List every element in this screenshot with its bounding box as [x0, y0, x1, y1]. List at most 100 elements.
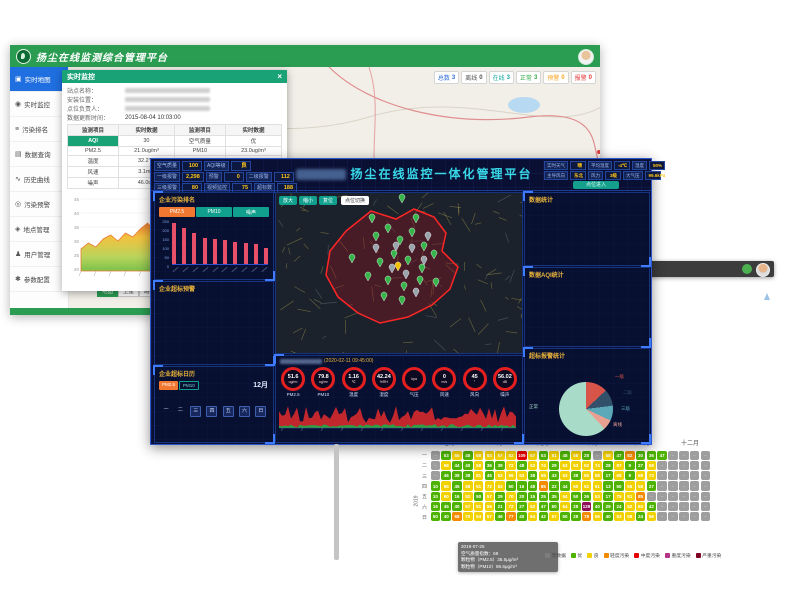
heatmap-cell[interactable]: 40: [603, 512, 613, 522]
heatmap-cell[interactable]: –: [678, 471, 689, 481]
heatmap-cell[interactable]: 53: [560, 460, 570, 470]
heatmap-cell[interactable]: 58: [462, 481, 473, 491]
heatmap-cell[interactable]: –: [430, 460, 441, 470]
heatmap-cell[interactable]: 52: [462, 491, 473, 501]
heatmap-cell[interactable]: 35: [549, 491, 559, 501]
heatmap-cell[interactable]: 24: [635, 512, 646, 522]
heatmap-cell[interactable]: 109: [516, 450, 527, 460]
heatmap-cell[interactable]: 29: [549, 460, 559, 470]
heatmap-cell[interactable]: –: [678, 491, 689, 501]
heatmap-cell[interactable]: –: [657, 502, 667, 512]
heatmap-cell[interactable]: –: [668, 502, 678, 512]
heatmap-cell[interactable]: 10: [430, 481, 441, 491]
heatmap-cell[interactable]: 39: [495, 460, 505, 470]
heatmap-cell[interactable]: 57: [462, 502, 473, 512]
heatmap-cell[interactable]: 17: [603, 491, 613, 501]
heatmap-cell[interactable]: –: [689, 491, 700, 501]
heatmap-cell[interactable]: 56: [592, 512, 603, 522]
heatmap-cell[interactable]: 50: [614, 481, 624, 491]
heatmap-cell[interactable]: 53: [538, 450, 549, 460]
heatmap-cell[interactable]: 48: [516, 460, 527, 470]
heatmap-cell[interactable]: 47: [657, 450, 667, 460]
heatmap-cell[interactable]: –: [678, 512, 689, 522]
heatmap-cell[interactable]: 51: [473, 481, 484, 491]
heatmap-cell[interactable]: –: [592, 450, 603, 460]
heatmap-cell[interactable]: 58: [603, 450, 613, 460]
heatmap-cell[interactable]: 42: [646, 502, 657, 512]
heatmap-cell[interactable]: 51: [624, 491, 635, 501]
heatmap-cell[interactable]: 38: [570, 471, 581, 481]
heatmap-cell[interactable]: 9: [624, 471, 635, 481]
heatmap-cell[interactable]: –: [668, 450, 678, 460]
heatmap-cell[interactable]: –: [430, 450, 441, 460]
heatmap-cell[interactable]: 28: [603, 460, 613, 470]
heatmap-cell[interactable]: 27: [516, 502, 527, 512]
heatmap-cell[interactable]: 29: [495, 491, 505, 501]
sidebar-item[interactable]: ▣ 实时地图: [10, 67, 68, 92]
heatmap-cell[interactable]: 29: [603, 502, 613, 512]
heatmap-cell[interactable]: –: [689, 512, 700, 522]
close-icon[interactable]: ×: [277, 72, 282, 81]
user-avatar[interactable]: [578, 49, 594, 65]
heatmap-cell[interactable]: 42: [538, 512, 549, 522]
heatmap-cell[interactable]: 55: [581, 471, 592, 481]
heatmap-cell[interactable]: 58: [646, 460, 657, 470]
heatmap-cell[interactable]: 20: [516, 491, 527, 501]
heatmap-cell[interactable]: 10: [430, 491, 441, 501]
heatmap-cell[interactable]: –: [678, 502, 689, 512]
map-control-button[interactable]: 放大: [279, 196, 298, 205]
heatmap-cell[interactable]: –: [700, 450, 711, 460]
heatmap-cell[interactable]: 48: [527, 481, 538, 491]
heatmap-cell[interactable]: 22: [549, 481, 559, 491]
heatmap-cell[interactable]: 58: [592, 471, 603, 481]
heatmap-cell[interactable]: 27: [646, 481, 657, 491]
heatmap-cell[interactable]: 56: [484, 502, 495, 512]
heatmap-cell[interactable]: 28: [570, 512, 581, 522]
heatmap-cell[interactable]: –: [668, 481, 678, 491]
heatmap-cell[interactable]: 58: [624, 512, 635, 522]
heatmap-cell[interactable]: 58: [570, 450, 581, 460]
heatmap-cell[interactable]: 53: [527, 460, 538, 470]
heatmap-cell[interactable]: 70: [462, 512, 473, 522]
heatmap-cell[interactable]: 36: [646, 450, 657, 460]
heatmap-cell[interactable]: 44: [560, 481, 570, 491]
heatmap-cell[interactable]: 44: [452, 460, 462, 470]
sidebar-item[interactable]: ✱ 参数配置: [10, 267, 68, 292]
calendar-tab[interactable]: PM2.5: [159, 381, 179, 390]
heatmap-cell[interactable]: 45: [484, 471, 495, 481]
heatmap-cell[interactable]: 81: [473, 471, 484, 481]
heatmap-cell[interactable]: 53: [570, 460, 581, 470]
heatmap-cell[interactable]: 81: [549, 450, 559, 460]
heatmap-cell[interactable]: 45: [441, 502, 451, 512]
heatmap-cell[interactable]: 64: [560, 502, 570, 512]
heatmap-cell[interactable]: 53: [592, 491, 603, 501]
heatmap-cell[interactable]: –: [689, 450, 700, 460]
heatmap-cell[interactable]: 75: [614, 491, 624, 501]
heatmap-cell[interactable]: 52: [624, 502, 635, 512]
heatmap-cell[interactable]: 47: [614, 450, 624, 460]
heatmap-cell[interactable]: 24: [614, 502, 624, 512]
heatmap-cell[interactable]: 60: [570, 481, 581, 491]
map-control-button[interactable]: 缩小: [299, 196, 318, 205]
heatmap-cell[interactable]: –: [700, 512, 711, 522]
heatmap-cell[interactable]: 55: [452, 450, 462, 460]
sidebar-item[interactable]: ◈ 地点管理: [10, 217, 68, 242]
heatmap-cell[interactable]: 55: [624, 481, 635, 491]
heatmap-cell[interactable]: 15: [527, 491, 538, 501]
heatmap-cell[interactable]: –: [689, 471, 700, 481]
heatmap-cell[interactable]: 51: [473, 502, 484, 512]
heatmap-cell[interactable]: 48: [560, 450, 570, 460]
heatmap-cell[interactable]: 51: [592, 481, 603, 491]
heatmap-cell[interactable]: 68: [452, 512, 462, 522]
heatmap-cell[interactable]: –: [678, 450, 689, 460]
heatmap-cell[interactable]: 64: [560, 491, 570, 501]
heatmap-cell[interactable]: 28: [581, 450, 592, 460]
heatmap-cell[interactable]: 58: [473, 450, 484, 460]
heatmap-cell[interactable]: 54: [473, 512, 484, 522]
heatmap-cell[interactable]: 74: [538, 460, 549, 470]
heatmap-cell[interactable]: 53: [516, 471, 527, 481]
heatmap-cell[interactable]: 53: [614, 512, 624, 522]
heatmap-cell[interactable]: 48: [462, 450, 473, 460]
heatmap-cell[interactable]: 16: [430, 502, 441, 512]
heatmap-cell[interactable]: –: [668, 460, 678, 470]
